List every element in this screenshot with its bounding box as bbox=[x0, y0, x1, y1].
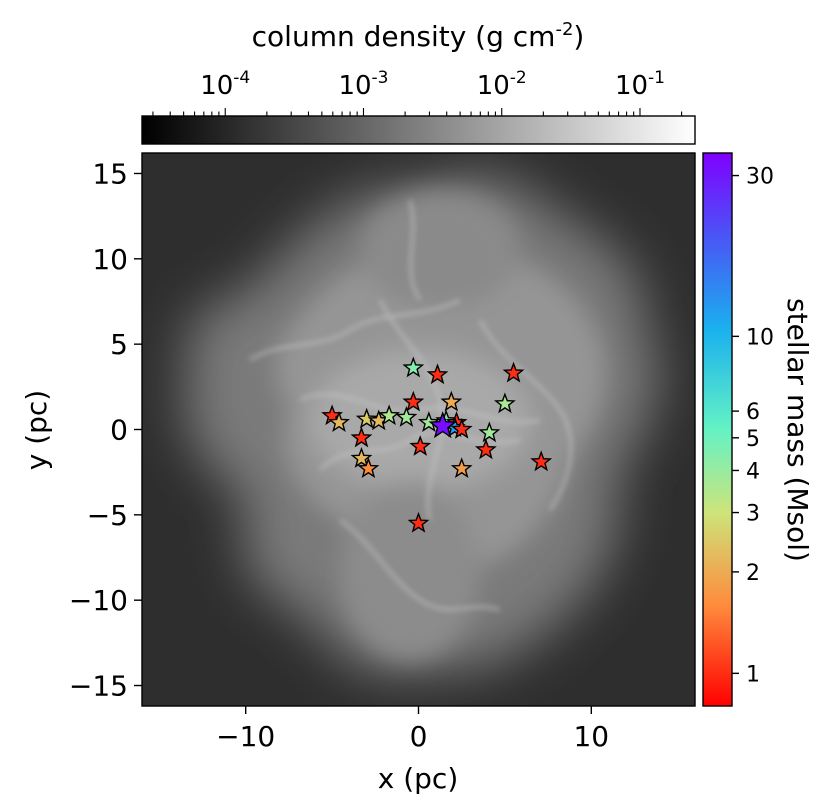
star-marker bbox=[409, 435, 432, 456]
mass-colorbar-label: stellar mass (Msol) bbox=[781, 298, 814, 562]
mass-tick-label: 30 bbox=[746, 165, 774, 190]
y-tick-label: −15 bbox=[69, 670, 128, 703]
mass-tick-label: 5 bbox=[746, 427, 760, 452]
x-tick-label: 10 bbox=[573, 720, 609, 753]
star-marker bbox=[395, 406, 418, 427]
star-marker bbox=[428, 411, 457, 439]
star-marker bbox=[502, 361, 525, 383]
filament bbox=[378, 299, 444, 521]
mass-colorbar: 1 2 3 4 56 10 30 stellar mass (Msol) bbox=[702, 152, 814, 707]
filament bbox=[319, 431, 521, 471]
filament bbox=[408, 199, 422, 301]
mass-tick-label: 1 bbox=[746, 662, 760, 687]
star-marker bbox=[378, 404, 401, 426]
x-tick-label: −10 bbox=[216, 720, 275, 753]
density-tick-label: 10-2 bbox=[477, 68, 527, 101]
star-markers bbox=[321, 356, 553, 533]
y-axis: 15 10 5 0 −5 −10 −15 bbox=[69, 157, 142, 703]
density-colorbar-label: column density (g cm-2) bbox=[252, 19, 585, 53]
star-marker bbox=[355, 407, 378, 429]
y-tick-label: 10 bbox=[92, 243, 128, 276]
star-marker bbox=[357, 457, 380, 479]
filament bbox=[249, 298, 461, 362]
density-tick-label: 10-4 bbox=[200, 68, 250, 101]
star-marker bbox=[350, 447, 373, 468]
filament bbox=[299, 393, 541, 424]
y-tick-label: −10 bbox=[69, 584, 128, 617]
y-axis-label: y (pc) bbox=[20, 390, 53, 471]
star-marker bbox=[440, 390, 463, 412]
x-axis: −10 0 10 bbox=[216, 706, 609, 753]
star-marker bbox=[474, 438, 497, 460]
density-map bbox=[142, 153, 695, 706]
star-marker bbox=[426, 363, 449, 385]
filament bbox=[339, 518, 501, 612]
star-marker bbox=[493, 392, 516, 414]
density-tick-label: 10-3 bbox=[338, 68, 388, 101]
density-tick-label: 10-1 bbox=[615, 68, 665, 101]
cloud-south-lobe bbox=[340, 480, 480, 660]
star-marker bbox=[450, 457, 473, 479]
star-marker bbox=[450, 418, 473, 439]
x-tick-label: 0 bbox=[410, 720, 428, 753]
mass-tick-label: 10 bbox=[746, 325, 774, 350]
mass-tick-label: 3 bbox=[746, 502, 760, 527]
star-marker bbox=[328, 411, 350, 432]
star-marker bbox=[402, 356, 425, 378]
cloud-north-lobe bbox=[360, 190, 520, 310]
mass-tick-label: 6 bbox=[746, 400, 760, 425]
star-marker bbox=[402, 390, 425, 412]
y-tick-label: 15 bbox=[92, 157, 128, 190]
mass-colorbar-gradient bbox=[702, 152, 733, 707]
filament bbox=[478, 319, 573, 511]
density-colorbar: 10-4 10-3 10-2 10-1 column density (g cm-2) bbox=[141, 19, 696, 145]
star-marker bbox=[478, 421, 501, 443]
mass-tick-label: 2 bbox=[746, 561, 760, 586]
star-marker bbox=[407, 511, 430, 533]
mass-tick-label: 4 bbox=[746, 459, 760, 484]
y-tick-label: −5 bbox=[87, 499, 128, 532]
star-marker bbox=[350, 426, 373, 448]
y-tick-label: 5 bbox=[110, 328, 128, 361]
y-tick-label: 0 bbox=[110, 414, 128, 447]
star-marker bbox=[530, 450, 553, 472]
x-axis-label: x (pc) bbox=[378, 762, 459, 795]
density-colorbar-gradient bbox=[141, 115, 696, 145]
